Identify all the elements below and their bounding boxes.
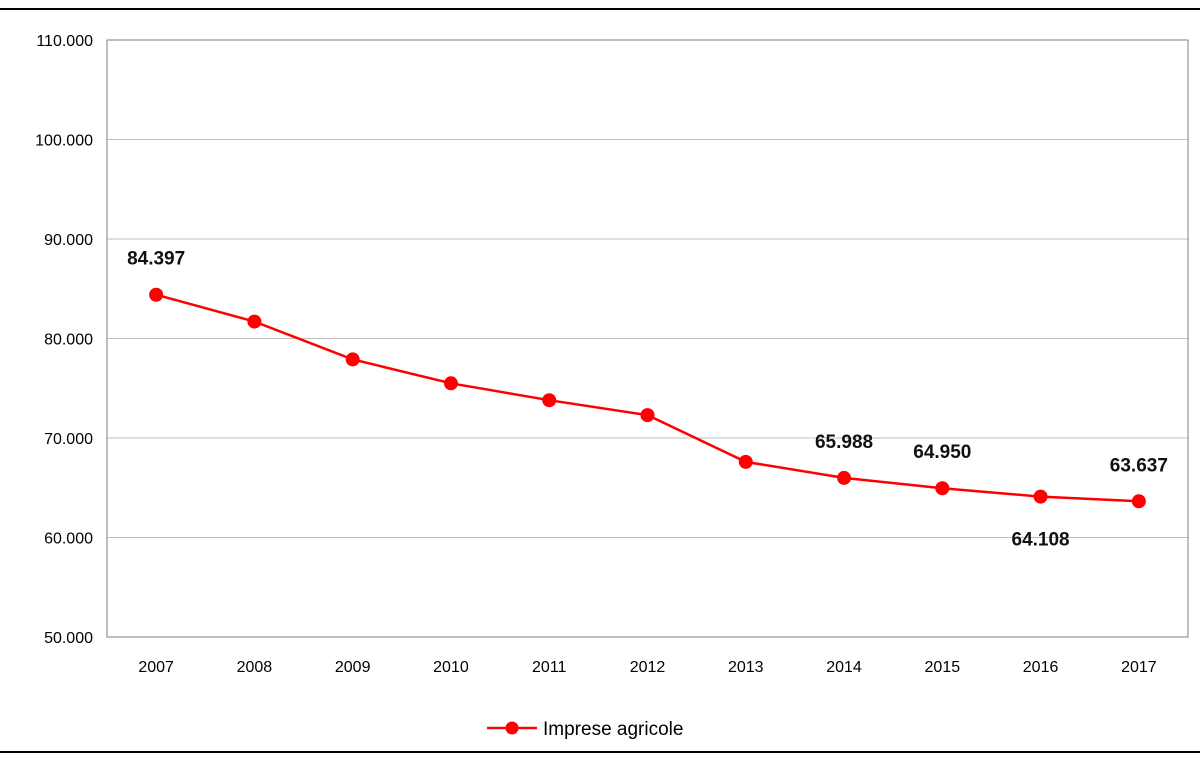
data-point <box>542 393 557 408</box>
x-tick-label: 2015 <box>925 659 961 676</box>
y-tick-label: 70.000 <box>44 431 93 448</box>
y-tick-label: 110.000 <box>36 33 93 50</box>
data-label: 64.108 <box>1012 530 1070 551</box>
data-point <box>837 470 852 485</box>
series-line-imprese-agricole <box>155 293 1139 503</box>
y-axis-tick-labels: 50.000 60.000 70.000 80.000 90.000 100.000 110… <box>35 33 93 647</box>
data-point <box>149 287 164 302</box>
data-point <box>935 481 950 496</box>
grid-lines <box>107 139 1188 538</box>
data-point <box>738 454 753 469</box>
chart-frame: 50.000 60.000 70.000 80.000 90.000 100.000 110… <box>0 8 1200 753</box>
plot-area <box>106 39 1189 638</box>
data-label: 84.397 <box>127 249 185 270</box>
data-point <box>247 314 262 329</box>
x-tick-label: 2010 <box>433 659 469 676</box>
data-point <box>345 352 360 367</box>
x-tick-label: 2007 <box>138 659 174 676</box>
x-tick-label: 2014 <box>826 659 862 676</box>
x-tick-label: 2012 <box>630 659 666 676</box>
data-point <box>640 408 655 423</box>
line-chart: 50.000 60.000 70.000 80.000 90.000 100.000 110… <box>35 33 1189 740</box>
x-tick-label: 2017 <box>1121 659 1157 676</box>
data-label: 63.637 <box>1110 455 1168 476</box>
y-tick-label: 80.000 <box>44 332 93 349</box>
data-point <box>1131 494 1146 509</box>
y-tick-label: 100.000 <box>35 133 93 150</box>
data-label: 65.988 <box>815 432 873 453</box>
y-tick-label: 60.000 <box>44 531 93 548</box>
series-markers <box>149 287 1146 509</box>
x-tick-label: 2016 <box>1023 659 1059 676</box>
x-tick-label: 2009 <box>335 659 371 676</box>
data-labels: 84.397 65.988 64.950 64.108 63.637 <box>127 249 1168 551</box>
data-label: 64.950 <box>913 442 971 463</box>
x-tick-label: 2008 <box>237 659 273 676</box>
y-tick-label: 90.000 <box>44 232 93 249</box>
data-point <box>443 376 458 391</box>
legend-marker-swatch <box>505 721 519 735</box>
y-tick-label: 50.000 <box>44 630 93 647</box>
data-point <box>1033 489 1048 504</box>
x-axis-tick-labels: 2007 2008 2009 2010 2011 2012 2013 2014 2015 2016… <box>138 659 1156 676</box>
x-tick-label: 2013 <box>728 659 764 676</box>
x-tick-label: 2011 <box>532 659 567 676</box>
legend-label: Imprese agricole <box>543 719 683 740</box>
legend: Imprese agricole <box>487 719 683 740</box>
